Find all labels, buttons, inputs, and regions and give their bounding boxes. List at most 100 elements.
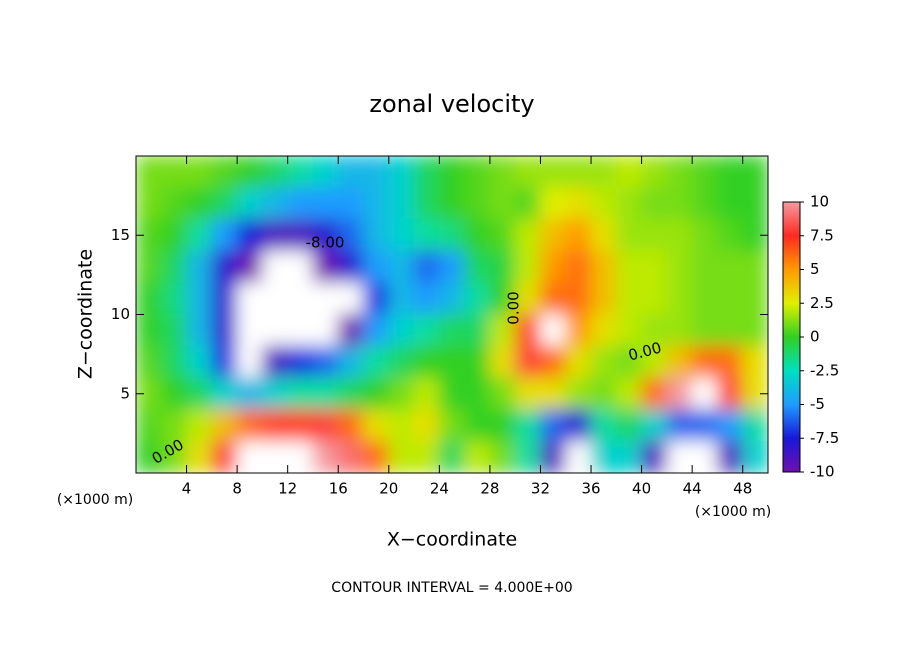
field-cell (261, 440, 289, 473)
field-cell (236, 377, 263, 411)
x-unit-left: (×1000 m) (57, 492, 133, 508)
colorbar-tick-label: 2.5 (810, 294, 834, 312)
field-cell (388, 345, 415, 379)
field-cell (186, 345, 213, 379)
field-cell (261, 409, 289, 442)
x-unit-right: (×1000 m) (695, 504, 771, 520)
field-cell (160, 345, 188, 379)
field-cell (261, 377, 289, 411)
field-cell (514, 156, 541, 189)
field-cell (363, 250, 390, 284)
field-cell (716, 218, 744, 252)
contour-label: -8.00 (306, 234, 345, 252)
field-cell (211, 314, 238, 347)
field-cell (539, 187, 567, 220)
field-cell (236, 409, 263, 442)
field-cell (287, 345, 314, 379)
field-cell (691, 377, 718, 411)
x-tick-label: 24 (430, 480, 449, 498)
field-cell (539, 377, 567, 411)
field-cell (287, 409, 314, 442)
field-cell (211, 345, 238, 379)
field-cell (160, 282, 188, 315)
field-cell (312, 218, 339, 252)
field-cell (641, 409, 668, 442)
field-cell (489, 282, 516, 315)
field-cell (363, 377, 390, 411)
field-cell (136, 282, 162, 315)
field-cell (287, 314, 314, 347)
x-tick-label: 20 (379, 480, 398, 498)
field-cell (691, 314, 718, 347)
field-cell (489, 345, 516, 379)
field-cell (565, 187, 592, 220)
field-cell (514, 409, 541, 442)
field-cell (186, 187, 213, 220)
field-cell (464, 314, 491, 347)
x-tick-label: 32 (531, 480, 550, 498)
field-cell (211, 377, 238, 411)
field-cell (136, 156, 162, 189)
field-cell (261, 345, 289, 379)
field-cell (211, 282, 238, 315)
field-cell (312, 282, 339, 315)
field-cell (186, 377, 213, 411)
field-cell (438, 409, 466, 442)
field-cell (413, 440, 440, 473)
field-cell (337, 345, 365, 379)
field-cell (489, 377, 516, 411)
field-cell (413, 377, 440, 411)
field-cell (363, 440, 390, 473)
field-cell (337, 250, 365, 284)
x-tick-label: 28 (480, 480, 499, 498)
field-cell (160, 250, 188, 284)
field-cell (565, 156, 592, 189)
field-cell (742, 314, 768, 347)
field-cell (388, 218, 415, 252)
field-cell (413, 187, 440, 220)
field-cell (615, 377, 643, 411)
field-cell (438, 156, 466, 189)
colorbar-tick-label: -2.5 (810, 361, 839, 379)
field-cell (565, 377, 592, 411)
field-cell (413, 250, 440, 284)
field-cell (438, 345, 466, 379)
field-cell (236, 314, 263, 347)
field-cell (716, 314, 744, 347)
field-cell (413, 345, 440, 379)
field-cell (388, 250, 415, 284)
field-cell (489, 314, 516, 347)
field-cell (186, 250, 213, 284)
field (136, 156, 768, 473)
field-cell (312, 187, 339, 220)
field-cell (615, 409, 643, 442)
field-cell (691, 282, 718, 315)
field-cell (716, 345, 744, 379)
x-tick-label: 4 (182, 480, 192, 498)
field-cell (236, 156, 263, 189)
field-cell (388, 377, 415, 411)
field-cell (337, 156, 365, 189)
field-cell (337, 409, 365, 442)
field-cell (312, 409, 339, 442)
field-cell (615, 345, 643, 379)
field-cell (464, 250, 491, 284)
field-cell (615, 156, 643, 189)
field-cell (590, 440, 617, 473)
field-cell (186, 156, 213, 189)
field-cell (363, 218, 390, 252)
field-cell (565, 282, 592, 315)
field-cell (691, 409, 718, 442)
field-cell (337, 282, 365, 315)
field-cell (388, 440, 415, 473)
field-cell (716, 440, 744, 473)
field-cell (236, 187, 263, 220)
field-cell (514, 314, 541, 347)
field-cell (211, 440, 238, 473)
field-cell (641, 377, 668, 411)
field-cell (464, 377, 491, 411)
field-cell (186, 409, 213, 442)
field-cell (312, 377, 339, 411)
colorbar-tick-label: 0 (810, 328, 820, 346)
field-cell (590, 250, 617, 284)
